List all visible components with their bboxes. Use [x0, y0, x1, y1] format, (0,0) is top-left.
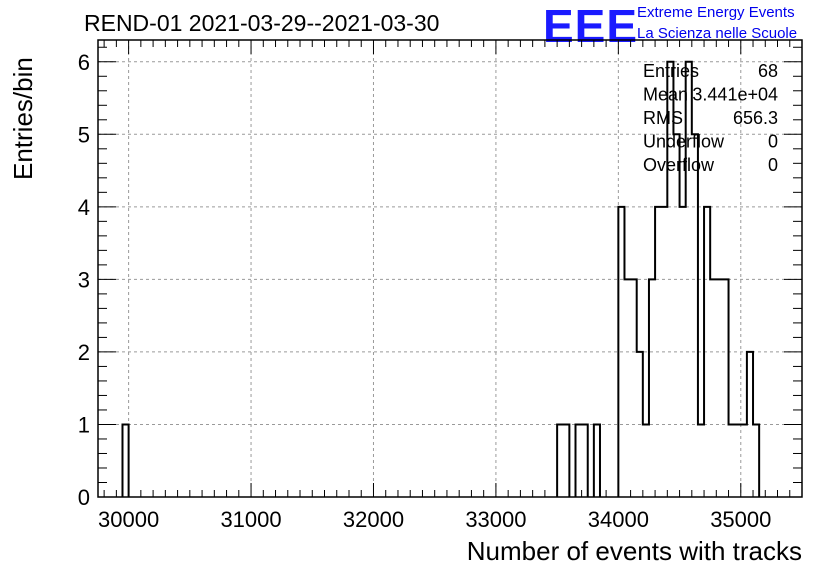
- stats-label: Overflow: [643, 155, 715, 175]
- x-tick-label: 35000: [710, 507, 771, 532]
- histogram-bin: [575, 424, 581, 497]
- histogram-bin: [698, 424, 704, 497]
- x-axis-label: Number of events with tracks: [466, 536, 802, 566]
- histogram-bin: [582, 424, 588, 497]
- histogram-bin: [729, 424, 735, 497]
- histogram-bin: [686, 62, 692, 497]
- histogram-outline: [121, 60, 761, 497]
- x-tick-label: 31000: [220, 507, 281, 532]
- histogram-bin: [692, 134, 698, 497]
- stats-value: 0: [768, 155, 778, 175]
- histogram-bin: [753, 424, 759, 497]
- histogram-bin: [735, 424, 741, 497]
- x-tick-label: 33000: [465, 507, 526, 532]
- histogram-bin: [122, 424, 128, 497]
- y-tick-label: 2: [78, 340, 90, 365]
- histogram-bin: [655, 207, 661, 497]
- stats-label: RMS: [643, 108, 683, 128]
- histogram-bin: [643, 424, 649, 497]
- histogram-bin: [563, 424, 569, 497]
- plot-frame: [97, 39, 803, 498]
- histogram-bin: [594, 424, 600, 497]
- histogram-bin: [557, 424, 563, 497]
- histogram-bin: [631, 279, 637, 497]
- histogram-bin: [716, 279, 722, 497]
- histogram-bin: [618, 207, 624, 497]
- stats-value: 0: [768, 132, 778, 152]
- chart-title: REND-01 2021-03-29--2021-03-30: [84, 10, 440, 36]
- histogram-bin: [741, 424, 747, 497]
- y-tick-label: 1: [78, 412, 90, 437]
- stats-value: 656.3: [733, 108, 778, 128]
- y-tick-label: 4: [78, 195, 90, 220]
- histogram-bin: [649, 279, 655, 497]
- histogram-bin: [624, 279, 630, 497]
- y-tick-label: 0: [78, 485, 90, 510]
- histogram-bin: [673, 134, 679, 497]
- logo-text-line2: La Scienza nelle Scuole: [637, 25, 798, 42]
- y-tick-label: 5: [78, 122, 90, 147]
- histogram-bin: [680, 207, 686, 497]
- stats-label: Entries: [643, 61, 699, 81]
- histogram-bin: [722, 279, 728, 497]
- stats-label: Mean: [643, 85, 688, 105]
- y-tick-label: 6: [78, 50, 90, 75]
- stats-label: Underflow: [643, 132, 725, 152]
- y-tick-label: 3: [78, 267, 90, 292]
- x-tick-label: 30000: [98, 507, 159, 532]
- histogram-bin: [661, 207, 667, 497]
- histogram-bin: [637, 352, 643, 497]
- x-tick-label: 34000: [588, 507, 649, 532]
- logo-text-line1: Extreme Energy Events: [637, 4, 795, 21]
- histogram-bin: [704, 207, 710, 497]
- eee-logo: EEE: [543, 0, 639, 52]
- stats-value: 68: [758, 61, 778, 81]
- stats-value: 3.441e+04: [692, 85, 778, 105]
- histogram-bin: [710, 279, 716, 497]
- histogram-bin: [747, 352, 753, 497]
- x-tick-label: 32000: [343, 507, 404, 532]
